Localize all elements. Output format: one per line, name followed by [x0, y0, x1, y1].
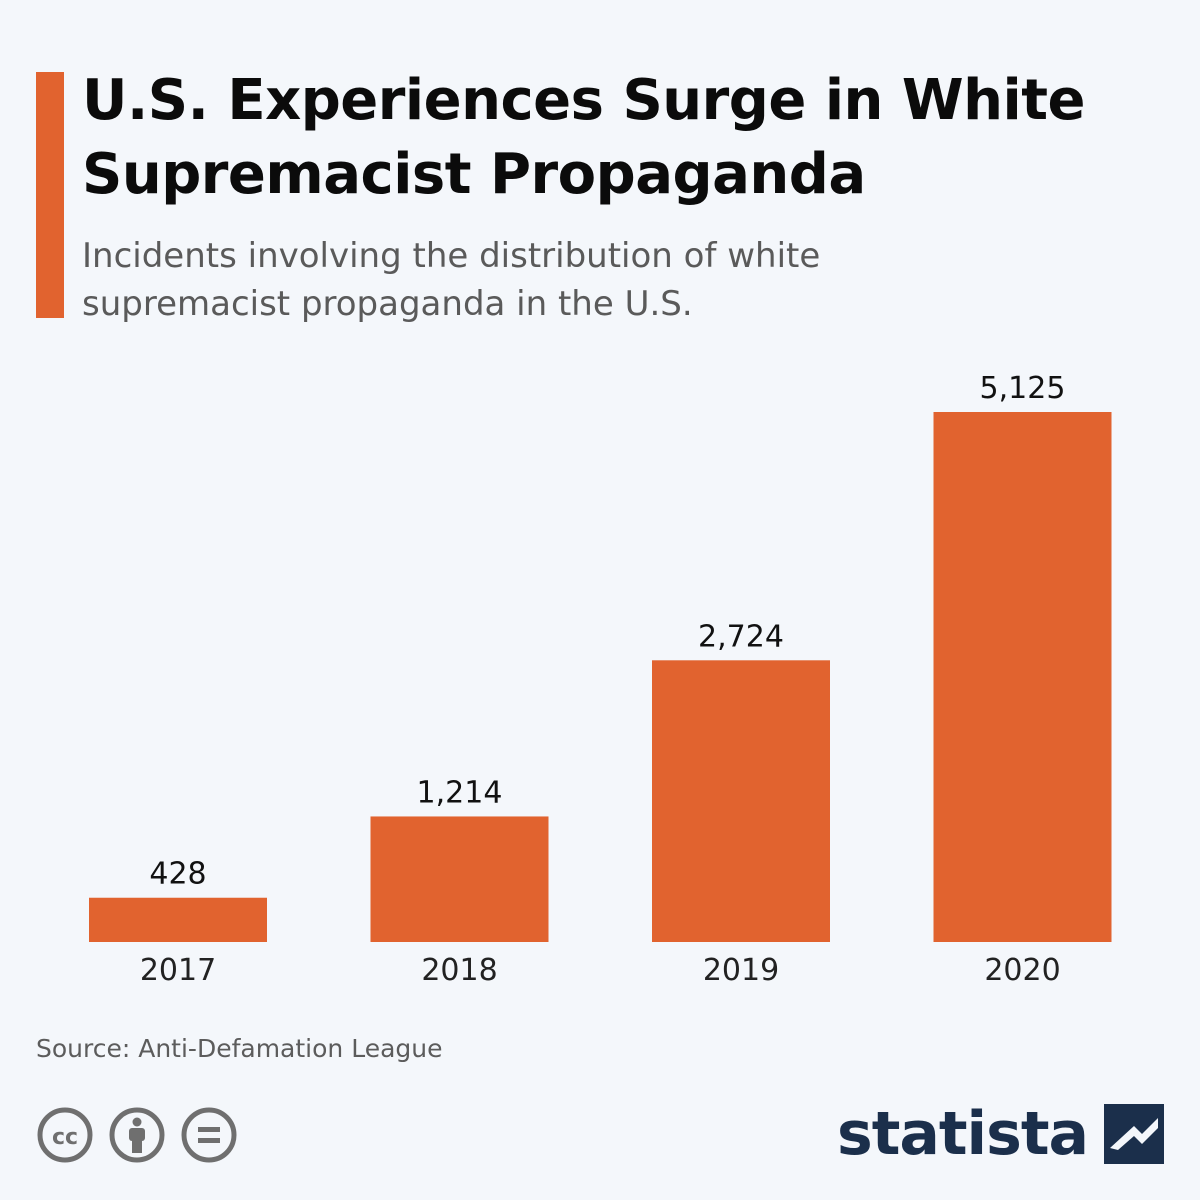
bar-2020	[933, 412, 1112, 942]
license-icons: cc	[36, 1106, 238, 1164]
value-label-2020: 5,125	[980, 371, 1066, 406]
statista-brand[interactable]: statista	[837, 1098, 1164, 1170]
source-note: Source: Anti-Defamation League	[36, 1034, 443, 1063]
no-derivatives-icon[interactable]	[180, 1106, 238, 1164]
x-tick-label-2020: 2020	[984, 953, 1060, 988]
bar-2017	[89, 897, 267, 942]
x-tick-label-2018: 2018	[421, 953, 497, 988]
chart-title: U.S. Experiences Surge in White Supremac…	[82, 68, 1085, 207]
attribution-icon[interactable]	[108, 1106, 166, 1164]
statista-logo-icon	[1104, 1104, 1164, 1164]
chart-subtitle: Incidents involving the distribution of …	[82, 236, 821, 324]
brand-wordmark: statista	[836, 1099, 1089, 1169]
x-tick-label-2019: 2019	[703, 953, 779, 988]
bar-2019	[652, 660, 830, 942]
value-label-2018: 1,214	[417, 775, 503, 810]
svg-text:cc: cc	[52, 1125, 78, 1150]
value-label-2017: 428	[149, 857, 206, 892]
title-accent-bar	[36, 72, 64, 318]
value-label-2019: 2,724	[698, 619, 784, 654]
cc-icon[interactable]: cc	[36, 1106, 94, 1164]
bar-2018	[370, 816, 549, 942]
x-tick-label-2017: 2017	[140, 953, 216, 988]
